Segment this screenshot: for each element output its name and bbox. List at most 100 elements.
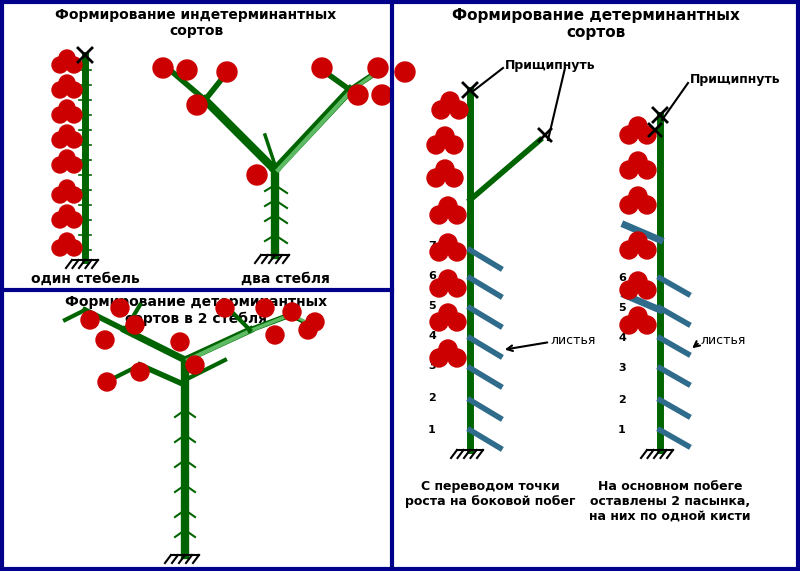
- Text: 1: 1: [618, 425, 626, 435]
- Circle shape: [111, 299, 129, 317]
- Circle shape: [629, 187, 647, 205]
- Circle shape: [171, 333, 189, 351]
- Circle shape: [441, 92, 459, 110]
- Circle shape: [439, 270, 457, 288]
- Circle shape: [299, 321, 317, 339]
- Circle shape: [620, 161, 638, 179]
- Circle shape: [348, 85, 368, 105]
- Circle shape: [445, 169, 463, 187]
- Circle shape: [247, 165, 267, 185]
- Circle shape: [52, 82, 68, 98]
- Text: 4: 4: [618, 333, 626, 343]
- Circle shape: [638, 196, 656, 214]
- Text: 2: 2: [428, 393, 436, 403]
- Text: один стебель: один стебель: [30, 272, 139, 286]
- Text: Прищипнуть: Прищипнуть: [690, 74, 781, 86]
- Text: 6: 6: [618, 273, 626, 283]
- Text: 3: 3: [428, 361, 436, 371]
- Circle shape: [52, 157, 68, 173]
- Circle shape: [52, 240, 68, 256]
- Circle shape: [430, 243, 448, 261]
- Circle shape: [445, 136, 463, 154]
- Circle shape: [59, 75, 75, 91]
- Circle shape: [448, 279, 466, 297]
- Circle shape: [620, 126, 638, 144]
- Circle shape: [59, 233, 75, 249]
- Text: два стебля: два стебля: [241, 272, 330, 286]
- Text: 7: 7: [428, 241, 436, 251]
- Circle shape: [427, 136, 445, 154]
- Text: 2: 2: [618, 395, 626, 405]
- Circle shape: [186, 356, 204, 374]
- Circle shape: [629, 152, 647, 170]
- Circle shape: [59, 100, 75, 116]
- Circle shape: [620, 316, 638, 334]
- Circle shape: [52, 57, 68, 73]
- Circle shape: [430, 349, 448, 367]
- Circle shape: [436, 127, 454, 145]
- Text: листья: листья: [550, 333, 595, 347]
- Circle shape: [448, 313, 466, 331]
- Circle shape: [126, 316, 144, 334]
- Circle shape: [430, 206, 448, 224]
- Circle shape: [216, 299, 234, 317]
- Text: 4: 4: [428, 331, 436, 341]
- Circle shape: [66, 107, 82, 123]
- Circle shape: [430, 279, 448, 297]
- Circle shape: [430, 313, 448, 331]
- Circle shape: [312, 58, 332, 78]
- Circle shape: [638, 281, 656, 299]
- Circle shape: [638, 126, 656, 144]
- Circle shape: [432, 101, 450, 119]
- Text: Формирование детерминантных
сортов: Формирование детерминантных сортов: [452, 8, 740, 41]
- Text: 3: 3: [618, 363, 626, 373]
- Circle shape: [638, 241, 656, 259]
- Circle shape: [187, 95, 207, 115]
- Circle shape: [59, 50, 75, 66]
- Circle shape: [52, 132, 68, 148]
- Circle shape: [439, 304, 457, 322]
- Circle shape: [629, 272, 647, 290]
- Circle shape: [629, 232, 647, 250]
- Text: листья: листья: [700, 333, 746, 347]
- Circle shape: [256, 299, 274, 317]
- Circle shape: [81, 311, 99, 329]
- Circle shape: [448, 243, 466, 261]
- Text: С переводом точки
роста на боковой побег: С переводом точки роста на боковой побег: [405, 480, 575, 508]
- Circle shape: [448, 349, 466, 367]
- Circle shape: [66, 187, 82, 203]
- Circle shape: [395, 62, 415, 82]
- Circle shape: [368, 58, 388, 78]
- Circle shape: [620, 281, 638, 299]
- Circle shape: [52, 187, 68, 203]
- Circle shape: [629, 117, 647, 135]
- Circle shape: [177, 60, 197, 80]
- Circle shape: [306, 313, 324, 331]
- Circle shape: [52, 212, 68, 228]
- Circle shape: [436, 160, 454, 178]
- Circle shape: [66, 132, 82, 148]
- Circle shape: [153, 58, 173, 78]
- Text: 1: 1: [428, 425, 436, 435]
- Circle shape: [439, 234, 457, 252]
- Circle shape: [59, 205, 75, 221]
- Circle shape: [620, 196, 638, 214]
- Circle shape: [638, 316, 656, 334]
- Circle shape: [439, 197, 457, 215]
- Circle shape: [59, 150, 75, 166]
- Text: 6: 6: [428, 271, 436, 281]
- Circle shape: [372, 85, 392, 105]
- Circle shape: [450, 101, 468, 119]
- Circle shape: [638, 161, 656, 179]
- Circle shape: [427, 169, 445, 187]
- Circle shape: [439, 340, 457, 358]
- Circle shape: [66, 82, 82, 98]
- Circle shape: [52, 107, 68, 123]
- Circle shape: [66, 240, 82, 256]
- Circle shape: [283, 303, 301, 321]
- Circle shape: [96, 331, 114, 349]
- Circle shape: [59, 180, 75, 196]
- Circle shape: [66, 212, 82, 228]
- Circle shape: [266, 326, 284, 344]
- Text: 5: 5: [618, 303, 626, 313]
